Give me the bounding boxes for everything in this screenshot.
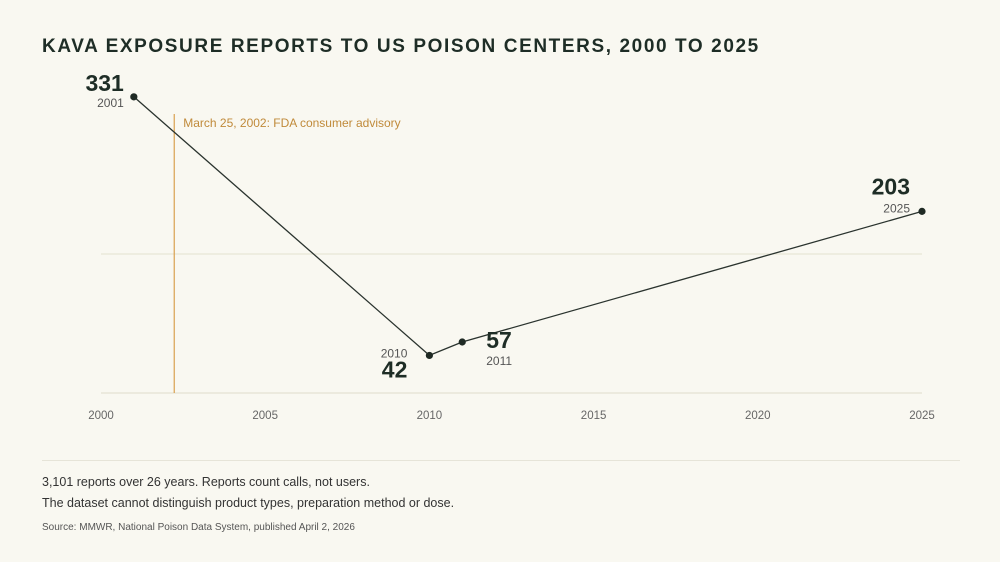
series-line [133, 96, 923, 357]
x-tick-label: 2025 [909, 410, 935, 422]
data-label-value: 203 [872, 173, 910, 199]
source-note: Source: MMWR, National Poison Data Syste… [42, 522, 355, 533]
data-label-value: 57 [486, 327, 512, 353]
data-point [918, 207, 926, 215]
data-label-value: 331 [85, 70, 124, 96]
data-point [425, 351, 433, 360]
data-label-year: 2011 [486, 354, 512, 368]
data-label-year: 2010 [381, 346, 408, 360]
x-tick-label: 2005 [252, 410, 278, 422]
data-label-value: 42 [382, 356, 408, 382]
footnote-1: 3,101 reports over 26 years. Reports cou… [42, 475, 370, 489]
line-chart: 2000 2005 2010 2015 2020 2025 March 25, 2002:… [85, 70, 935, 422]
annotation-label: March 25, 2002: FDA consumer advisory [183, 116, 400, 130]
footnote-2: The dataset cannot distinguish product t… [42, 496, 455, 510]
chart-title: KAVA EXPOSURE REPORTS TO US POISON CENTE… [42, 36, 760, 57]
x-tick-label: 2000 [88, 410, 114, 422]
x-tick-label: 2015 [581, 410, 607, 422]
x-tick-label: 2020 [745, 410, 771, 422]
x-tick-label: 2010 [417, 410, 443, 422]
data-label-year: 2001 [97, 96, 124, 110]
footer-divider [42, 460, 960, 461]
data-point [130, 93, 138, 101]
data-label-year: 2025 [883, 201, 910, 215]
data-point [458, 338, 466, 346]
